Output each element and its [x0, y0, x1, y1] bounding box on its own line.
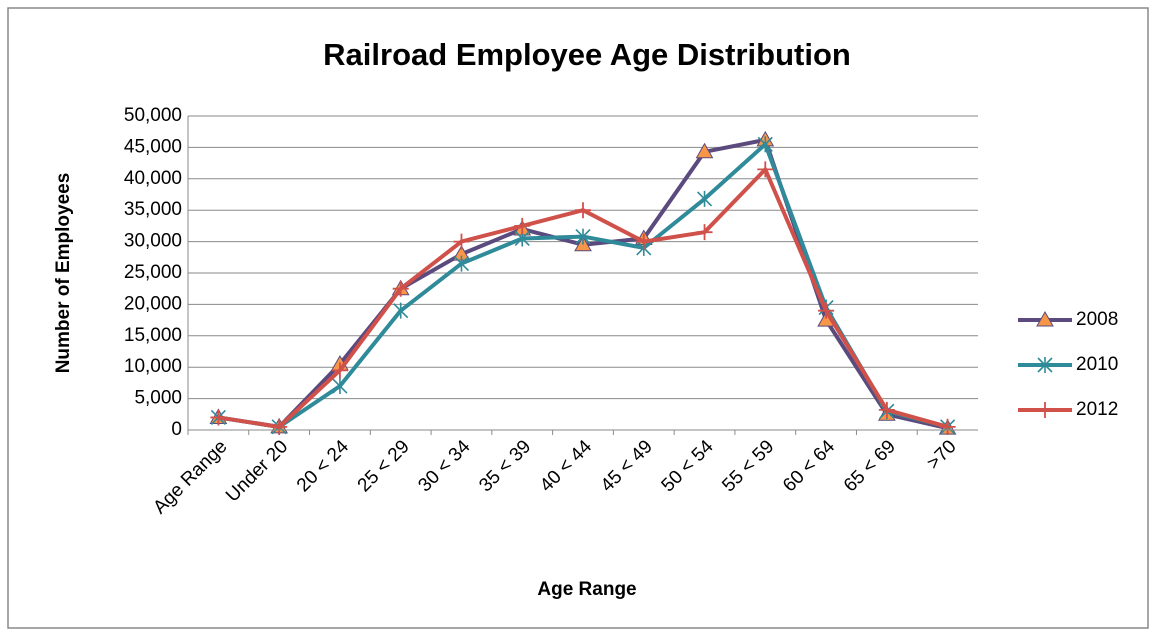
- y-axis-title: Number of Employees: [53, 173, 74, 374]
- y-tick-label: 25,000: [124, 262, 182, 283]
- data-point: [392, 280, 409, 297]
- data-point: [210, 409, 227, 426]
- legend-label: 2008: [1076, 309, 1118, 330]
- data-point: [514, 217, 531, 234]
- legend-marker: [1036, 310, 1054, 327]
- legend-marker: [1037, 402, 1053, 418]
- data-point: [332, 378, 348, 395]
- y-tick-label: 15,000: [124, 325, 182, 346]
- x-axis-title: Age Range: [537, 579, 636, 600]
- y-tick-label: 30,000: [124, 231, 182, 252]
- y-tick-label: 5,000: [134, 388, 182, 409]
- y-tick-label: 45,000: [124, 136, 182, 157]
- data-point: [696, 224, 713, 241]
- data-point: [757, 136, 773, 153]
- chart-title: Railroad Employee Age Distribution: [323, 37, 851, 72]
- data-point: [696, 190, 713, 207]
- data-point: [453, 233, 470, 250]
- legend-label: 2012: [1076, 399, 1118, 420]
- data-point: [878, 401, 895, 418]
- y-tick-label: 20,000: [124, 293, 182, 314]
- data-point: [818, 302, 835, 319]
- y-tick-label: 50,000: [124, 105, 182, 126]
- legend-marker: [1037, 357, 1053, 373]
- data-point: [575, 202, 591, 219]
- data-point: [393, 302, 409, 319]
- chart-frame: [7, 7, 1149, 629]
- data-point: [695, 142, 714, 159]
- legend-label: 2010: [1076, 354, 1118, 375]
- data-point: [635, 233, 652, 250]
- y-tick-label: 10,000: [124, 356, 182, 377]
- data-point: [271, 418, 288, 435]
- y-tick-label: 35,000: [124, 199, 182, 220]
- y-tick-label: 40,000: [124, 168, 182, 189]
- data-point: [331, 362, 348, 379]
- data-point: [575, 228, 591, 245]
- y-tick-label: 0: [171, 419, 182, 440]
- data-point: [453, 255, 470, 272]
- data-point: [757, 161, 774, 178]
- data-point: [939, 418, 956, 435]
